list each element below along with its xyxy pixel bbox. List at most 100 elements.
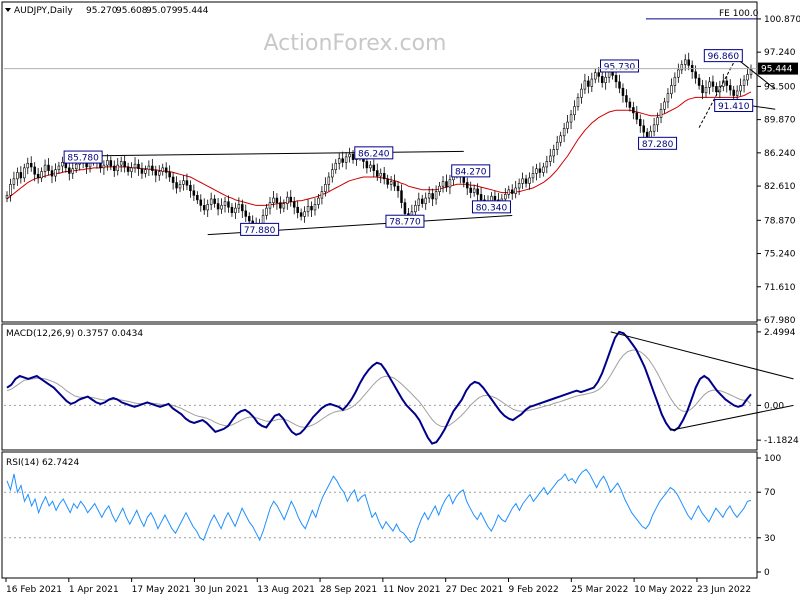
candle (573, 100, 576, 121)
candle (566, 115, 569, 134)
candle-body-bear (538, 168, 542, 173)
price-label-box (471, 200, 511, 214)
candle (286, 191, 289, 210)
candle (663, 97, 666, 114)
price-level-label: 86.240 (354, 146, 394, 160)
ohlc-open: 95.270 (86, 6, 118, 16)
candle (43, 159, 47, 178)
date-tick-label: 27 Dec 2021 (446, 585, 504, 595)
price-label-text: 84.270 (455, 167, 487, 177)
candle-body-bull (317, 197, 320, 205)
price-tick-label: 86.240 (764, 149, 796, 159)
candle (29, 156, 33, 172)
candle (732, 85, 735, 100)
candle (209, 192, 213, 211)
candle (68, 163, 71, 181)
candle (171, 172, 175, 190)
candle-body-bull (334, 162, 337, 170)
candle-body-bull (663, 101, 666, 110)
price-label-text: 91.410 (718, 102, 750, 112)
candle-body-bull (594, 72, 597, 80)
candle (697, 74, 701, 90)
candle-body-bull (708, 81, 711, 88)
macd-tick-label: 0.00 (764, 401, 784, 411)
candle-body-bull (344, 156, 348, 163)
candle-body-bull (54, 169, 57, 177)
candle-body-bear (192, 190, 196, 196)
candle-body-bear (310, 206, 313, 211)
candle-body-bear (597, 72, 600, 77)
candle (33, 162, 36, 182)
candle-body-bull (555, 141, 559, 150)
candle (382, 167, 386, 185)
candle (220, 198, 223, 214)
candle (168, 165, 171, 182)
candle-body-bull (656, 117, 659, 126)
candle (555, 135, 559, 156)
price-trend-line (698, 55, 738, 128)
candle (701, 79, 704, 100)
candle-body-bull (535, 168, 538, 174)
candle (746, 68, 749, 86)
macd-tick-label: -1.1824 (764, 436, 799, 446)
price-trend-line (83, 150, 464, 157)
candle-body-bear (292, 201, 296, 208)
candle-body-bear (396, 185, 400, 192)
candle-body-bull (649, 130, 652, 138)
candle-body-bear (732, 89, 735, 96)
candle (448, 174, 452, 195)
price-label-box (385, 214, 425, 228)
price-label-text: 85.780 (67, 154, 99, 164)
candle-body-bull (234, 207, 237, 214)
candle (725, 76, 729, 93)
candle-body-bull (576, 97, 580, 107)
ohlc-high: 95.608 (116, 6, 148, 16)
candle-body-bear (299, 212, 303, 217)
watermark-text: ActionForex.com (264, 31, 447, 56)
candle (9, 178, 12, 202)
rsi-axis-ticks: 100 70 30 0 (4, 454, 781, 578)
date-tick-label: 10 May 2022 (634, 585, 693, 595)
candle-body-bull (742, 79, 746, 86)
candle (130, 162, 133, 178)
candle (673, 72, 677, 93)
candle-body-bull (441, 181, 445, 187)
candle (306, 199, 310, 217)
candle-body-bull (272, 197, 275, 203)
candle-body-bull (683, 59, 687, 65)
candle (559, 131, 562, 147)
candle-body-bear (123, 161, 126, 168)
candle (625, 89, 628, 108)
candle (175, 176, 178, 194)
candle-body-bear (625, 95, 628, 103)
candle (189, 180, 192, 198)
candle-body-bear (216, 203, 220, 210)
candle-body-bull (569, 114, 573, 123)
candle-body-bull (57, 165, 61, 170)
candle (403, 198, 407, 218)
candle-body-bull (320, 191, 324, 199)
candle-body-bull (580, 88, 583, 98)
candle-body-bull (223, 201, 227, 206)
candle (545, 155, 549, 174)
candle-body-bull (261, 215, 265, 224)
candle (465, 177, 469, 196)
candle-body-bull (652, 124, 656, 132)
candle (604, 72, 607, 90)
candle-body-bull (659, 108, 663, 118)
candle (427, 186, 431, 203)
price-label-box (240, 222, 280, 236)
date-tick-label: 25 Mar 2022 (571, 585, 628, 595)
macd-trend-line (610, 331, 794, 380)
price-level-label: 78.770 (385, 214, 425, 228)
candle (216, 197, 220, 216)
candle-body-bull (607, 71, 611, 78)
candle-body-bear (151, 165, 154, 171)
candle (590, 72, 594, 92)
candle (206, 199, 209, 218)
candle-body-bull (583, 80, 587, 90)
macd-trend-line (670, 404, 794, 431)
candle-body-bull (9, 184, 12, 196)
candle-body-bull (26, 162, 30, 169)
